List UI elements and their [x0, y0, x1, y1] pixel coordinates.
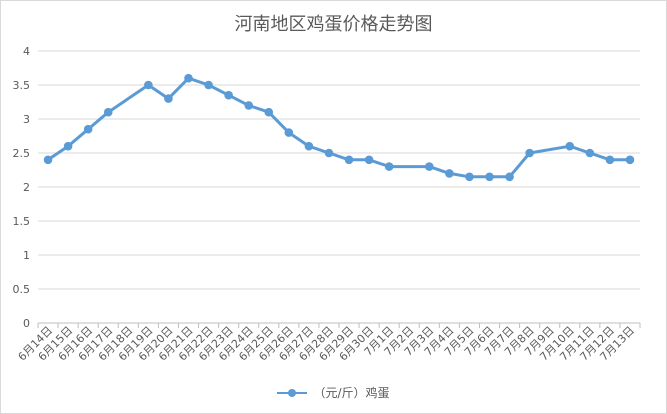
legend-swatch [277, 387, 308, 399]
data-point [485, 172, 494, 182]
data-point [284, 128, 294, 137]
data-point [364, 155, 374, 165]
data-point [264, 107, 274, 117]
data-point [304, 141, 314, 151]
data-point [63, 141, 73, 151]
data-point [344, 155, 354, 165]
data-point [103, 107, 113, 117]
y-tick-label: 1 [23, 249, 30, 262]
data-point [625, 155, 635, 165]
data-point [224, 90, 233, 100]
data-point [164, 94, 173, 103]
data-point [324, 148, 334, 158]
data-point [505, 172, 514, 182]
y-tick-label: 3 [23, 113, 30, 126]
legend: （元/斤）鸡蛋 [0, 384, 667, 401]
data-point [384, 162, 394, 171]
legend-label: （元/斤）鸡蛋 [313, 386, 390, 400]
data-point [525, 148, 534, 158]
series-line [47, 76, 630, 179]
y-tick-label: 4 [23, 45, 30, 58]
data-point [244, 101, 253, 110]
y-tick-label: 3.5 [13, 79, 31, 92]
y-tick-label: 0 [23, 317, 30, 330]
data-point [445, 169, 454, 178]
data-point [605, 155, 615, 165]
data-point [585, 148, 595, 158]
data-point [144, 80, 153, 90]
data-point [425, 162, 434, 171]
data-point [465, 172, 474, 182]
chart-title: 河南地区鸡蛋价格走势图 [234, 14, 433, 35]
data-point [204, 80, 213, 90]
data-point [184, 73, 193, 83]
data-point [83, 124, 93, 134]
y-tick-label: 1.5 [13, 215, 31, 228]
y-tick-label: 0.5 [13, 283, 31, 296]
data-point [565, 141, 575, 151]
y-tick-label: 2 [23, 181, 30, 194]
data-point [43, 155, 53, 165]
y-tick-label: 2.5 [13, 147, 31, 160]
